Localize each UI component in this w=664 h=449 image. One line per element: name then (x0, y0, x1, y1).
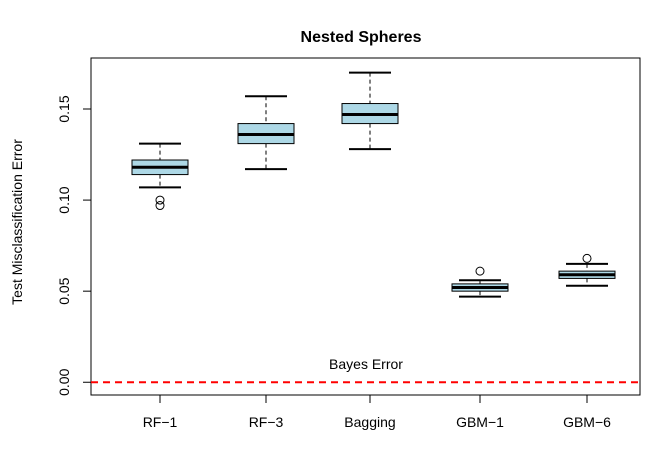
y-tick-label: 0.10 (56, 186, 72, 213)
box-rf-1 (131, 142, 189, 211)
y-tick-label: 0.00 (56, 368, 72, 395)
x-axis: RF−1 RF−3 Bagging GBM−1 GBM−6 (143, 394, 611, 430)
box-rf-3 (237, 95, 295, 171)
box-series (131, 71, 616, 298)
outlier-point (155, 201, 165, 211)
x-tick-label: GBM−1 (456, 414, 504, 430)
y-tick-label: 0.05 (56, 277, 72, 304)
box-bagging (341, 71, 399, 151)
outlier-point (155, 195, 165, 205)
x-tick-label: RF−3 (249, 414, 284, 430)
y-axis-title: Test Misclassification Error (9, 139, 25, 305)
y-tick-label: 0.15 (56, 95, 72, 122)
y-axis: 0.00 0.05 0.10 0.15 (56, 95, 92, 396)
x-tick-label: GBM−6 (563, 414, 611, 430)
box-gbm-6 (558, 253, 616, 287)
box-gbm-1 (451, 266, 509, 298)
chart-title: Nested Spheres (301, 29, 422, 46)
bayes-error-label: Bayes Error (329, 356, 403, 372)
x-tick-label: RF−1 (143, 414, 178, 430)
bayes-error-reference: Bayes Error (91, 356, 640, 384)
x-tick-label: Bagging (344, 414, 395, 430)
outlier-point (582, 253, 592, 263)
outlier-point (475, 266, 485, 276)
